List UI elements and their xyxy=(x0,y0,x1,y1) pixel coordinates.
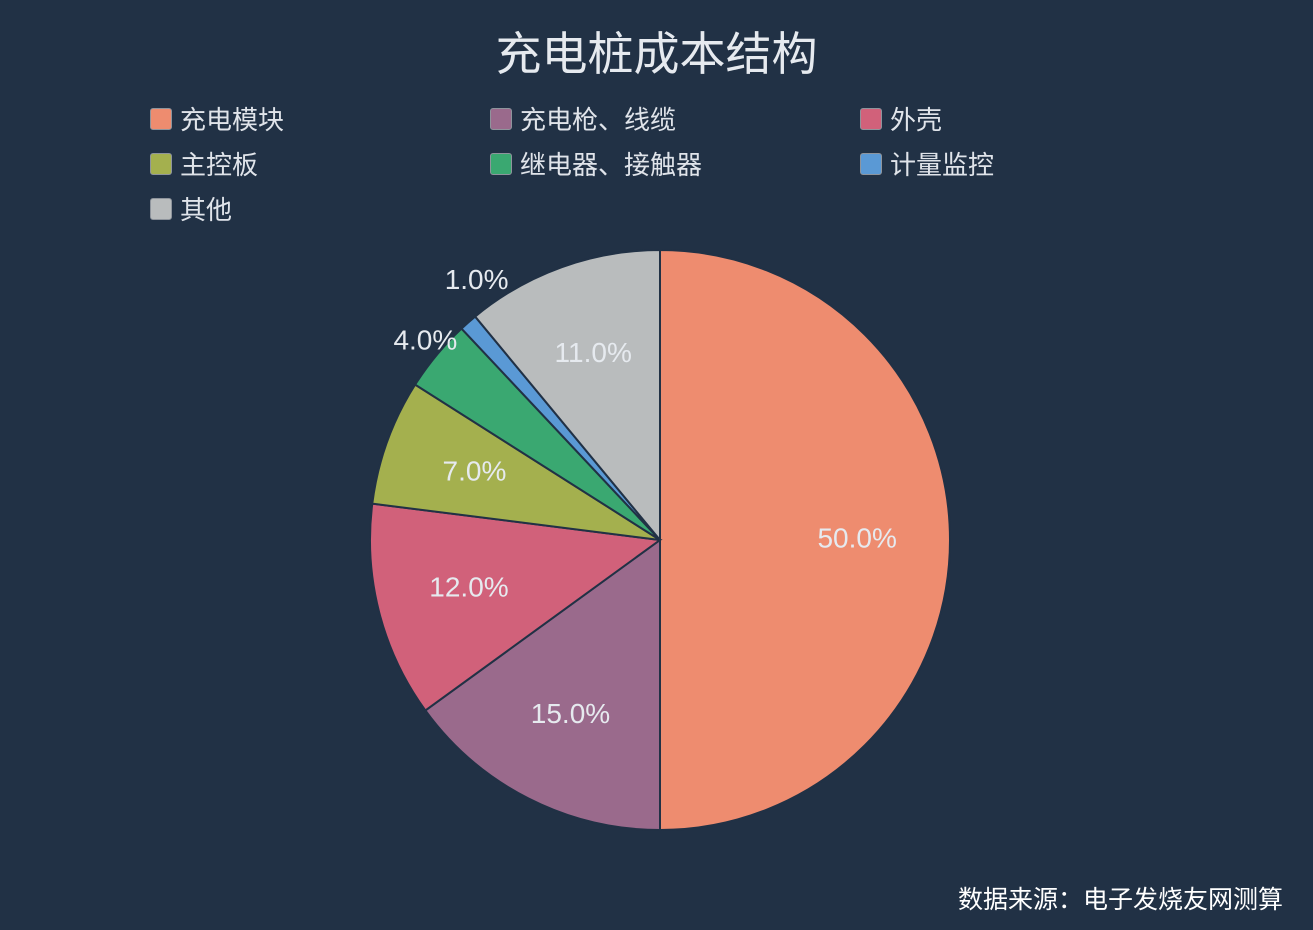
legend-label: 充电枪、线缆 xyxy=(520,100,676,137)
legend-item: 主控板 xyxy=(150,145,490,182)
legend-label: 充电模块 xyxy=(180,100,284,137)
chart-title: 充电桩成本结构 xyxy=(0,18,1313,84)
slice-label: 4.0% xyxy=(393,324,457,355)
legend-swatch xyxy=(860,153,882,175)
legend-swatch xyxy=(490,153,512,175)
legend-item: 计量监控 xyxy=(860,145,1120,182)
legend-swatch xyxy=(150,153,172,175)
pie-chart: 50.0% 15.0% 12.0% 7.0% 4.0% 1.0% 11.0% xyxy=(0,210,1313,860)
legend-item: 外壳 xyxy=(860,100,1120,137)
slice-label: 1.0% xyxy=(445,264,509,295)
legend-item: 充电枪、线缆 xyxy=(490,100,860,137)
legend-swatch xyxy=(490,108,512,130)
data-source-label: 数据来源：电子发烧友网测算 xyxy=(958,880,1283,916)
legend-swatch xyxy=(150,108,172,130)
legend-label: 主控板 xyxy=(180,145,258,182)
legend-item: 继电器、接触器 xyxy=(490,145,860,182)
slice-label: 15.0% xyxy=(531,698,610,729)
slice-label: 50.0% xyxy=(817,522,896,553)
slice-label: 7.0% xyxy=(443,456,507,487)
legend-label: 继电器、接触器 xyxy=(520,145,702,182)
slice-label: 12.0% xyxy=(429,571,508,602)
slice-label: 11.0% xyxy=(555,337,632,368)
pie-slice xyxy=(660,250,950,830)
legend-label: 外壳 xyxy=(890,100,942,137)
legend-swatch xyxy=(860,108,882,130)
legend-item: 充电模块 xyxy=(150,100,490,137)
legend-label: 计量监控 xyxy=(890,145,994,182)
